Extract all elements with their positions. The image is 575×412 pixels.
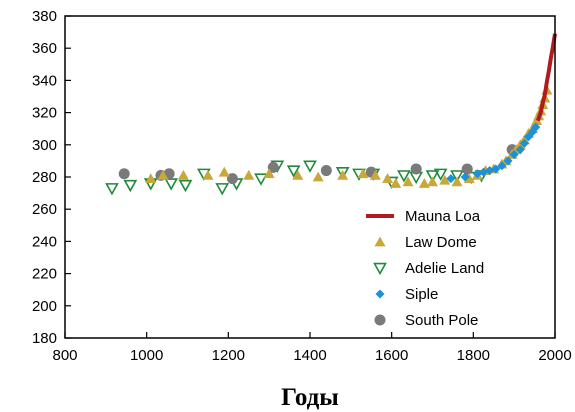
data-point	[397, 170, 411, 183]
data-point	[105, 183, 119, 196]
y-tick-label: 340	[32, 72, 57, 89]
data-point	[446, 174, 456, 184]
legend-label: Mauna Loa	[405, 208, 481, 225]
y-tick-label: 200	[32, 298, 57, 315]
x-tick-label: 1200	[212, 347, 245, 364]
data-point	[177, 169, 189, 180]
x-tick-label: 1000	[130, 347, 163, 364]
series-siple	[446, 122, 541, 184]
legend-entry: Mauna Loa	[366, 208, 481, 225]
data-point	[286, 165, 301, 178]
data-point	[164, 178, 179, 191]
legend-label: South Pole	[405, 312, 478, 329]
data-point	[439, 174, 451, 185]
x-axis-label: Годы	[281, 384, 339, 411]
legend-label: Adelie Land	[405, 260, 484, 277]
x-tick-label: 2000	[538, 347, 571, 364]
legend-entry: Siple	[375, 286, 438, 303]
y-tick-label: 240	[32, 233, 57, 250]
data-point	[369, 169, 381, 180]
data-point	[178, 179, 193, 193]
data-point	[425, 170, 440, 183]
y-tick-label: 220	[32, 266, 57, 283]
data-point	[357, 168, 369, 179]
data-point	[157, 169, 169, 180]
data-point	[410, 163, 422, 175]
y-tick-label: 360	[32, 40, 57, 57]
data-point	[479, 167, 489, 177]
x-tick-label: 1800	[457, 347, 490, 364]
axes-layer: 180 200 220 240 260 280 300 320 340 360 380 800 1000…	[32, 8, 572, 364]
data-point	[485, 166, 495, 176]
data-point	[451, 176, 463, 187]
data-point	[243, 169, 255, 180]
plot-layer	[105, 33, 557, 196]
data-point	[118, 168, 130, 180]
data-point	[267, 161, 279, 173]
data-point	[515, 145, 525, 155]
legend-label: Siple	[405, 286, 438, 303]
data-point	[337, 169, 349, 180]
data-point	[292, 169, 304, 180]
data-point	[145, 173, 157, 184]
legend-label: Law Dome	[405, 234, 477, 251]
data-point	[402, 176, 414, 187]
data-point	[427, 176, 438, 187]
data-point	[531, 122, 541, 132]
data-point	[303, 160, 317, 173]
series-mauna-loa	[535, 33, 557, 122]
data-point	[312, 171, 324, 182]
legend-swatch	[374, 236, 386, 247]
data-point	[390, 177, 402, 188]
series-line	[535, 33, 557, 122]
legend-entry: South Pole	[374, 312, 478, 329]
x-tick-label: 1400	[293, 347, 326, 364]
legend-swatch	[375, 289, 385, 299]
data-point	[461, 163, 473, 175]
x-tick-label: 800	[52, 347, 77, 364]
data-point	[226, 173, 238, 185]
y-tick-label: 300	[32, 137, 57, 154]
data-point	[382, 173, 394, 184]
y-tick-label: 380	[32, 8, 57, 25]
x-tick-label: 1600	[375, 347, 408, 364]
data-point	[123, 179, 138, 193]
legend: Mauna Loa Law Dome Adelie Land Siple South P…	[366, 208, 484, 329]
data-point	[218, 166, 230, 177]
legend-swatch	[373, 262, 387, 276]
data-point	[433, 168, 448, 181]
data-point	[519, 138, 529, 148]
plot-frame	[64, 15, 556, 339]
data-point	[263, 168, 275, 179]
data-point	[215, 183, 230, 196]
data-point	[460, 172, 470, 182]
data-point	[335, 166, 350, 180]
data-point	[497, 161, 507, 171]
data-point	[450, 170, 464, 183]
data-point	[418, 177, 430, 188]
data-point	[463, 173, 475, 184]
y-tick-label: 260	[32, 201, 57, 218]
data-point	[202, 169, 214, 180]
data-point	[491, 164, 501, 174]
data-point	[503, 156, 513, 166]
y-tick-label: 280	[32, 169, 57, 186]
y-tick-label: 320	[32, 105, 57, 122]
y-tick-label: 180	[32, 330, 57, 347]
data-point	[320, 165, 332, 177]
legend-swatch	[374, 314, 386, 326]
data-point	[254, 173, 268, 186]
data-point	[472, 169, 482, 179]
legend-entry: Adelie Land	[373, 260, 484, 277]
data-point	[509, 149, 519, 159]
legend-entry: Law Dome	[374, 234, 477, 251]
